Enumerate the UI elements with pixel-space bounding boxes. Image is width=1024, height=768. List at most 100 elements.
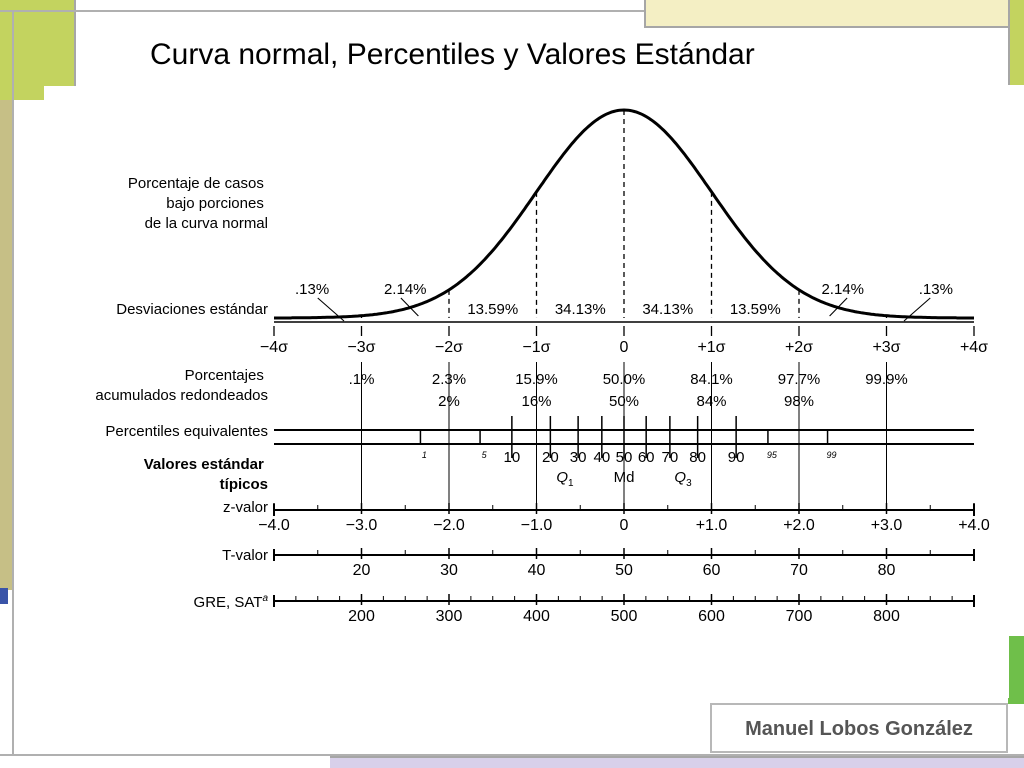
gre-scale-value-4: 600 <box>698 608 725 625</box>
quartile-letter-0: Q <box>556 469 568 486</box>
cum-label-line-2: acumulados redondeados <box>95 387 268 404</box>
cum-top-2: 15.9% <box>515 371 558 388</box>
decor-lavender-strip-bottom <box>330 756 1024 768</box>
sd-tick-0: −4σ <box>260 339 288 356</box>
percentiles-label: Percentiles equivalentes <box>105 423 268 440</box>
gre-scale-value-1: 300 <box>436 608 463 625</box>
percentile-small-1: 5 <box>482 450 488 460</box>
area-label-line-3: de la curva normal <box>145 215 268 232</box>
cum-top-6: 99.9% <box>865 371 908 388</box>
cum-bottom-2: 50% <box>609 393 639 410</box>
z-scale-value-7: +3.0 <box>871 517 903 534</box>
z-scale-value-6: +2.0 <box>783 517 815 534</box>
decor-gray-line-bottom <box>0 754 1024 756</box>
area-percent-5: 13.59% <box>730 301 781 318</box>
t-scale-value-4: 60 <box>703 562 721 579</box>
decor-tan-block-top-right <box>644 0 1014 28</box>
normal-curve-diagram: Porcentaje de casos bajo porciones de la… <box>95 108 990 625</box>
z-scale-value-1: −3.0 <box>346 517 378 534</box>
percentile-label-5: 60 <box>638 449 655 466</box>
percentile-label-3: 40 <box>593 449 610 466</box>
gre-scale-value-0: 200 <box>348 608 375 625</box>
sd-tick-3: −1σ <box>522 339 550 356</box>
z-label: z-valor <box>223 499 268 516</box>
standard-scores-label: Valores estándar típicos <box>144 456 268 493</box>
area-label-line-2: bajo porciones <box>166 195 264 212</box>
t-scale-value-5: 70 <box>790 562 808 579</box>
cum-bottom-0: 2% <box>438 393 460 410</box>
figure-panel: Porcentaje de casos bajo porciones de la… <box>44 86 1009 698</box>
author-name: Manuel Lobos González <box>710 703 1008 753</box>
leader-line-6 <box>829 297 848 317</box>
cum-bottom-4: 98% <box>784 393 814 410</box>
decor-green-strip-right <box>1008 0 1024 85</box>
cum-top-1: 2.3% <box>432 371 466 388</box>
percentile-small-0: 1 <box>422 450 427 460</box>
cum-top-0: .1% <box>349 371 375 388</box>
quartile-sub-2: 3 <box>686 478 692 489</box>
quartile-1: Md <box>614 469 635 486</box>
percentile-label-8: 90 <box>728 449 745 466</box>
cum-bottom-3: 84% <box>696 393 726 410</box>
decor-green-block-right-bottom <box>1008 636 1024 704</box>
area-percent-3: 34.13% <box>555 301 606 318</box>
standard-scores-line-1: Valores estándar <box>144 456 264 473</box>
percentile-small-2: 95 <box>767 450 778 460</box>
area-percent-7: .13% <box>919 281 953 298</box>
area-label-line-1: Porcentaje de casos <box>128 175 264 192</box>
sd-tick-8: +4σ <box>960 339 988 356</box>
z-scale-value-5: +1.0 <box>696 517 728 534</box>
area-percent-0: .13% <box>295 281 329 298</box>
quartile-0: Q1 <box>556 469 574 489</box>
cum-top-3: 50.0% <box>603 371 646 388</box>
sd-tick-6: +2σ <box>785 339 813 356</box>
slide-title: Curva normal, Percentiles y Valores Está… <box>150 38 755 71</box>
t-label: T-valor <box>222 547 268 564</box>
cum-top-5: 97.7% <box>778 371 821 388</box>
decor-gray-line-left <box>12 10 14 755</box>
percentile-label-0: 10 <box>504 449 521 466</box>
gre-label-text: GRE, SAT <box>194 594 263 611</box>
area-percent-2: 13.59% <box>467 301 518 318</box>
percentile-label-6: 70 <box>662 449 679 466</box>
percentile-label-1: 20 <box>542 449 559 466</box>
quartile-2: Q3 <box>674 469 692 489</box>
sd-tick-2: −2σ <box>435 339 463 356</box>
z-scale-value-3: −1.0 <box>521 517 553 534</box>
decor-tan-strip-left <box>0 100 12 590</box>
percentile-label-7: 80 <box>689 449 706 466</box>
sd-tick-7: +3σ <box>872 339 900 356</box>
area-percent-1: 2.14% <box>384 281 427 298</box>
gre-label-superscript: a <box>262 593 268 604</box>
percentile-small-3: 99 <box>827 450 837 460</box>
cum-top-4: 84.1% <box>690 371 733 388</box>
t-scale-value-0: 20 <box>353 562 371 579</box>
cum-bottom-1: 16% <box>521 393 551 410</box>
cum-label-line-1: Porcentajes <box>185 367 264 384</box>
leader-line-1 <box>400 297 419 317</box>
z-scale-value-0: −4.0 <box>258 517 290 534</box>
decor-blue-tab-left <box>0 588 8 604</box>
t-scale-value-3: 50 <box>615 562 633 579</box>
cum-label: Porcentajes acumulados redondeados <box>95 367 268 404</box>
quartile-sub-0: 1 <box>568 478 574 489</box>
t-scale-value-2: 40 <box>528 562 546 579</box>
t-scale-value-1: 30 <box>440 562 458 579</box>
t-scale-value-6: 80 <box>878 562 896 579</box>
leader-line-7 <box>903 297 931 322</box>
area-percent-4: 34.13% <box>642 301 693 318</box>
sd-label: Desviaciones estándar <box>116 301 268 318</box>
sd-tick-5: +1σ <box>697 339 725 356</box>
percentile-label-2: 30 <box>570 449 587 466</box>
standard-scores-line-2: típicos <box>220 476 268 493</box>
gre-label: GRE, SATa <box>194 593 269 611</box>
area-percent-6: 2.14% <box>821 281 864 298</box>
quartile-letter-2: Q <box>674 469 686 486</box>
gre-scale-value-6: 800 <box>873 608 900 625</box>
diagram-layer: .13% 2.14% 13.59% 34.13% 34.13% 13.59% 2.14% .1… <box>258 108 990 625</box>
gre-scale-value-3: 500 <box>611 608 638 625</box>
area-label: Porcentaje de casos bajo porciones de la… <box>128 175 268 232</box>
sd-tick-4: 0 <box>620 339 629 356</box>
z-scale-value-4: 0 <box>620 517 629 534</box>
gre-scale-value-2: 400 <box>523 608 550 625</box>
